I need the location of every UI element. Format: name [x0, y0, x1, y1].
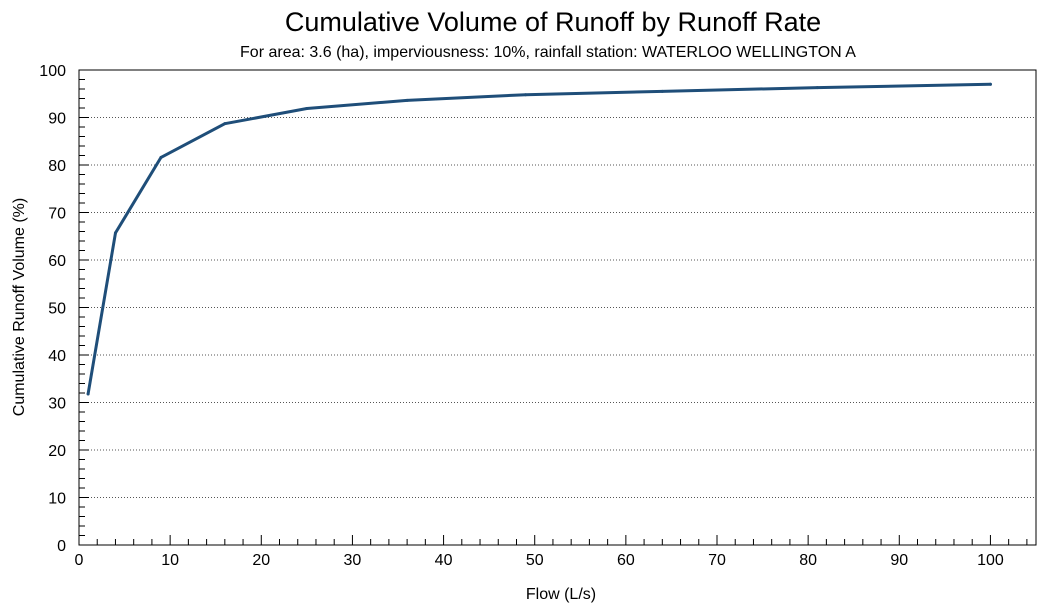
data-point	[524, 93, 528, 97]
y-axis-ticks: 0 10 20 30 40 50 60 70 80 90 100	[39, 63, 66, 555]
y-tick-label: 10	[48, 491, 66, 508]
x-tick-label: 80	[799, 552, 817, 569]
data-point	[988, 82, 992, 86]
y-tick-label: 20	[48, 443, 66, 460]
x-axis-label: Flow (L/s)	[526, 586, 596, 603]
x-tick-label: 100	[977, 552, 1004, 569]
y-tick-label: 100	[39, 63, 66, 80]
data-point	[113, 231, 117, 235]
x-tick-label: 50	[526, 552, 544, 569]
y-tick-label: 60	[48, 253, 66, 270]
y-tick-label: 40	[48, 348, 66, 365]
x-tick-label: 40	[435, 552, 453, 569]
data-point	[86, 392, 90, 396]
data-point	[305, 106, 309, 110]
y-tick-label: 80	[48, 158, 66, 175]
series-line	[86, 82, 992, 396]
y-tick-label: 50	[48, 301, 66, 318]
x-tick-label: 70	[708, 552, 726, 569]
data-point	[660, 89, 664, 93]
series-layer	[86, 82, 992, 396]
y-tick-label: 0	[57, 538, 66, 555]
y-tick-label: 90	[48, 111, 66, 128]
y-axis-label: Cumulative Runoff Volume (%)	[11, 198, 28, 416]
chart-title: Cumulative Volume of Runoff by Runoff Ra…	[285, 7, 821, 37]
data-point	[223, 122, 227, 126]
x-axis-ticks: 0 10 20 30 40 50 60 70 80 90 100	[75, 552, 1004, 569]
plot-frame	[78, 69, 1037, 546]
data-point	[815, 86, 819, 90]
y-tick-label: 70	[48, 206, 66, 223]
grid-lines	[79, 117, 1036, 498]
x-tick-label: 20	[252, 552, 270, 569]
data-point	[405, 98, 409, 102]
minor-ticks	[78, 69, 1028, 546]
x-tick-label: 60	[617, 552, 635, 569]
x-tick-label: 30	[344, 552, 362, 569]
x-tick-label: 0	[75, 552, 84, 569]
x-tick-label: 90	[890, 552, 908, 569]
x-tick-label: 10	[161, 552, 179, 569]
chart-subtitle: For area: 3.6 (ha), imperviousness: 10%,…	[240, 44, 856, 61]
y-tick-label: 30	[48, 396, 66, 413]
data-point	[159, 155, 163, 159]
